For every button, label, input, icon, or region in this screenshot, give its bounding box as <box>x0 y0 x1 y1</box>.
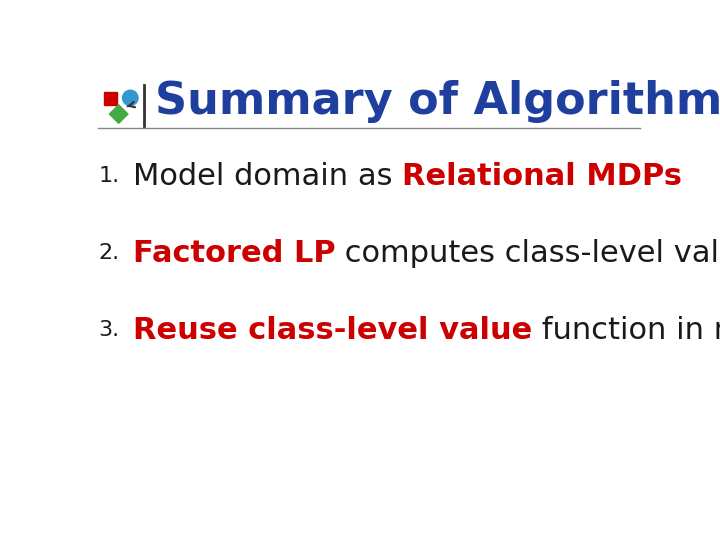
Bar <box>104 92 117 105</box>
Text: Summary of Algorithm: Summary of Algorithm <box>155 80 720 123</box>
Text: 1.: 1. <box>99 166 120 186</box>
Polygon shape <box>109 105 128 123</box>
Text: computes class-level value function: computes class-level value function <box>336 239 720 268</box>
Text: 2.: 2. <box>99 244 120 264</box>
Text: Relational MDPs: Relational MDPs <box>402 162 682 191</box>
Circle shape <box>122 90 138 106</box>
Text: Model domain as: Model domain as <box>132 162 402 191</box>
Text: 3.: 3. <box>99 320 120 340</box>
Text: Factored LP: Factored LP <box>132 239 336 268</box>
Text: function in new world: function in new world <box>532 316 720 345</box>
Text: Reuse class-level value: Reuse class-level value <box>132 316 532 345</box>
